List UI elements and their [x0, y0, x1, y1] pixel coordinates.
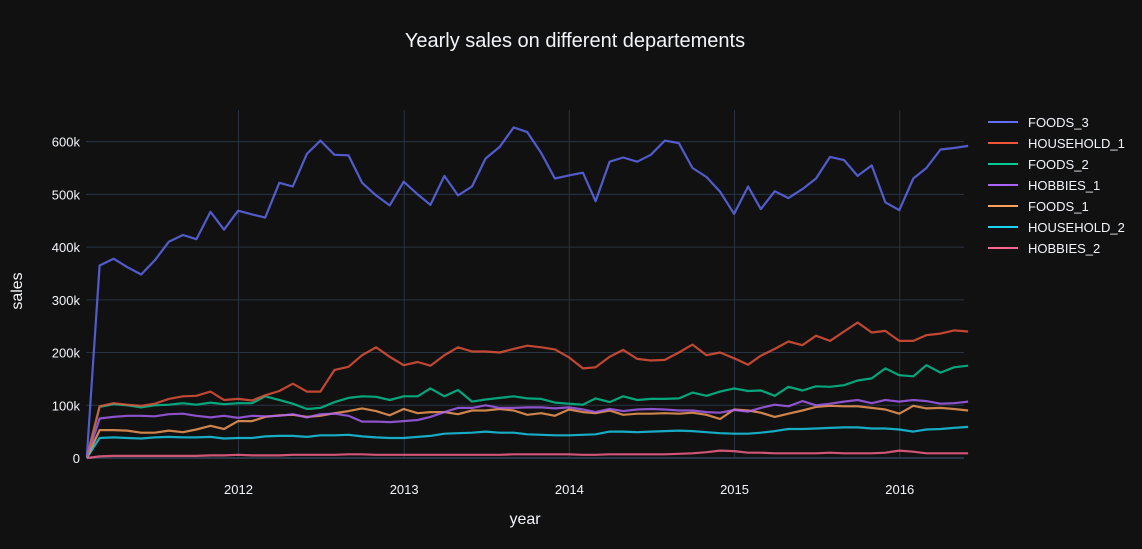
series-line-hobbies-1	[85, 398, 969, 458]
legend: FOODS_3 HOUSEHOLD_1 FOODS_2 HOBBIES_1 FOODS_…	[988, 115, 1125, 256]
y-tick-label: 600k	[52, 135, 81, 150]
series-line-household-2	[85, 425, 969, 459]
y-tick-label: 200k	[52, 346, 81, 361]
x-tick-label: 2015	[720, 482, 749, 497]
x-tick-label: 2014	[555, 482, 584, 497]
chart-title: Yearly sales on different departements	[405, 30, 745, 52]
y-axis-title: sales	[9, 272, 26, 309]
legend-label: HOUSEHOLD_1	[1028, 136, 1125, 151]
legend-label: FOODS_1	[1028, 199, 1089, 214]
legend-label: HOUSEHOLD_2	[1028, 220, 1125, 235]
legend-label: FOODS_2	[1028, 157, 1089, 172]
y-axis-ticks: 0 100k 200k 300k 400k 500k 600k	[52, 135, 81, 466]
series-line-foods-2	[85, 364, 969, 458]
legend-label: FOODS_3	[1028, 115, 1089, 130]
y-tick-label: 500k	[52, 187, 81, 202]
series-lines	[85, 126, 969, 460]
y-tick-label: 0	[73, 451, 80, 466]
y-tick-label: 400k	[52, 240, 81, 255]
series-line-hobbies-2	[86, 449, 969, 460]
y-tick-label: 100k	[52, 398, 81, 413]
legend-label: HOBBIES_2	[1028, 241, 1100, 256]
x-axis-ticks: 2012 2013 2014 2015 2016	[224, 482, 914, 497]
x-tick-label: 2016	[885, 482, 914, 497]
x-tick-label: 2013	[390, 482, 419, 497]
series-line-household-1	[85, 321, 969, 458]
y-tick-label: 300k	[52, 293, 81, 308]
legend-label: HOBBIES_1	[1028, 178, 1100, 193]
x-axis-title: year	[509, 511, 541, 528]
grid	[86, 110, 964, 459]
series-line-foods-3	[85, 126, 969, 456]
x-tick-label: 2012	[224, 482, 253, 497]
series-line-foods-1	[85, 404, 969, 458]
